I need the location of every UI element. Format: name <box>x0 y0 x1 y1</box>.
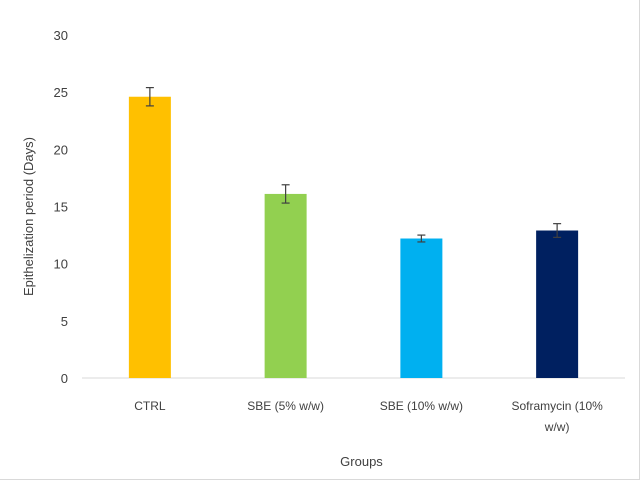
y-axis-title: Epithelization period (Days) <box>21 137 36 296</box>
y-tick-label: 0 <box>61 371 68 386</box>
x-axis-categories: CTRL SBE (5% w/w) SBE (10% w/w) Soframycin … <box>134 399 603 434</box>
x-axis-title: Groups <box>340 454 383 469</box>
error-bar <box>553 223 562 238</box>
bar <box>536 230 579 378</box>
x-category-label: SBE (5% w/w) <box>247 399 324 413</box>
error-bars <box>145 86 562 243</box>
y-tick-label: 15 <box>54 200 68 215</box>
bars <box>128 96 579 379</box>
x-category-label: SBE (10% w/w) <box>380 399 463 413</box>
y-tick-label: 20 <box>54 142 68 157</box>
bar <box>264 193 307 378</box>
error-bar <box>281 184 290 204</box>
y-tick-label: 30 <box>54 28 68 43</box>
y-axis-ticks: 0 5 10 15 20 25 30 <box>54 28 68 386</box>
x-category-label: Soframycin (10% <box>511 399 603 413</box>
y-tick-label: 10 <box>54 257 68 272</box>
bar <box>128 96 171 379</box>
bar <box>400 238 443 378</box>
error-bar <box>417 234 426 243</box>
error-bar <box>145 86 154 107</box>
x-category-label: w/w) <box>544 420 570 434</box>
y-tick-label: 25 <box>54 85 68 100</box>
x-category-label: CTRL <box>134 399 166 413</box>
y-tick-label: 5 <box>61 314 68 329</box>
